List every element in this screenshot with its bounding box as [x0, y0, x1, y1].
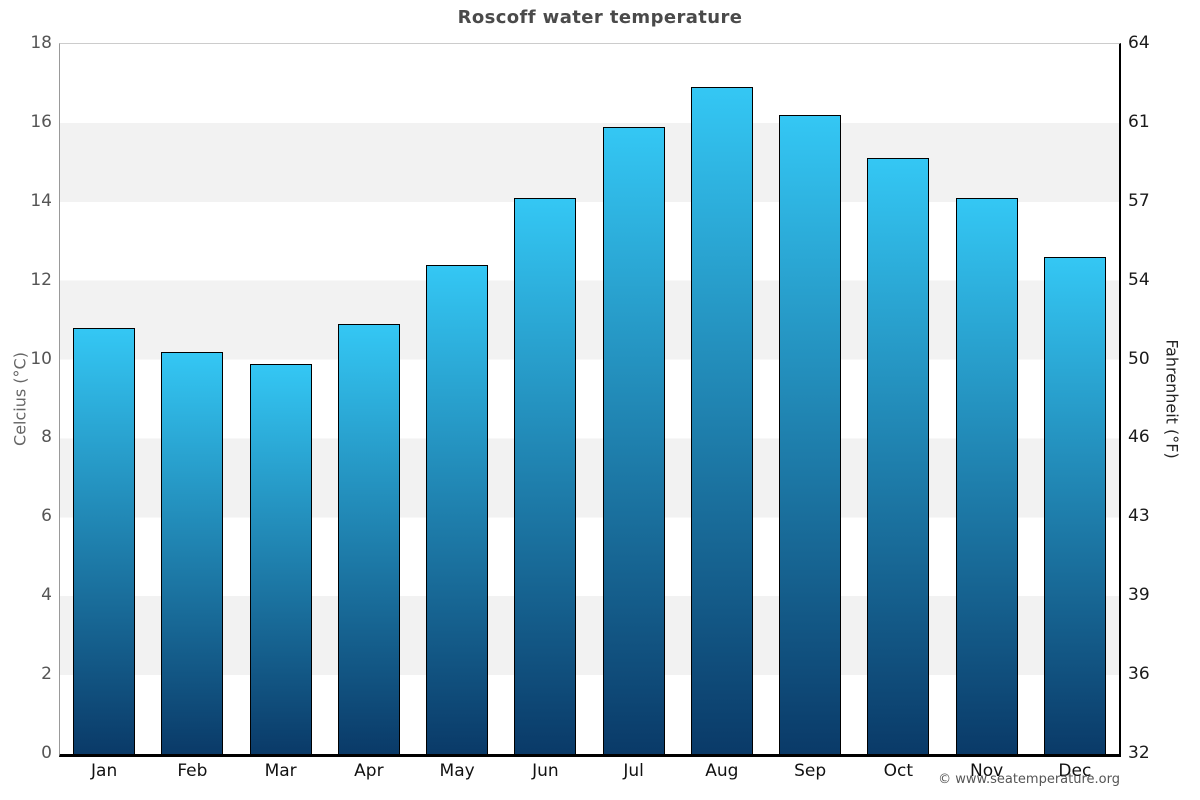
x-tick-label-aug: Aug [705, 761, 739, 781]
fahrenheit-tick-label: 57 [1128, 190, 1150, 211]
celsius-tick-label: 12 [30, 269, 52, 290]
x-tick-label-apr: Apr [354, 761, 384, 781]
fahrenheit-tick-label: 32 [1128, 743, 1150, 763]
celsius-tick-label: 8 [41, 427, 52, 448]
fahrenheit-tick-label: 50 [1128, 348, 1150, 369]
plot-area [59, 43, 1121, 757]
fahrenheit-tick-label: 54 [1128, 269, 1150, 290]
celsius-tick-label: 10 [30, 348, 52, 369]
celsius-tick-label: 4 [41, 585, 52, 606]
x-tick-label-mar: Mar [264, 761, 297, 781]
bar-feb [161, 351, 224, 754]
celsius-tick-label: 0 [41, 743, 52, 763]
copyright-watermark: © www.seatemperature.org [938, 772, 1120, 787]
x-tick-label-feb: Feb [177, 761, 208, 781]
bar-dec [1043, 257, 1106, 754]
x-tick-label-jul: Jul [623, 761, 644, 781]
bar-aug [690, 87, 753, 754]
celsius-tick-label: 2 [41, 664, 52, 685]
bars [60, 44, 1119, 754]
fahrenheit-tick-label: 43 [1128, 506, 1150, 527]
fahrenheit-tick-label: 36 [1128, 664, 1150, 685]
celsius-tick-label: 6 [41, 506, 52, 527]
bar-oct [867, 158, 930, 754]
x-tick-label-oct: Oct [883, 761, 914, 781]
fahrenheit-axis-title: Fahrenheit (°F) [1162, 339, 1182, 459]
celsius-tick-label: 16 [30, 111, 52, 132]
x-tick-label-sep: Sep [794, 761, 827, 781]
x-tick-label-jun: Jun [532, 761, 559, 781]
bar-sep [779, 115, 842, 754]
x-tick-label-dec: Dec [1058, 761, 1092, 781]
x-tick-label-nov: Nov [970, 761, 1004, 781]
fahrenheit-tick-label: 46 [1128, 427, 1150, 448]
bar-nov [955, 197, 1018, 754]
bar-jan [73, 328, 136, 754]
month-axis: Jan Feb Mar Apr May Jun Jul Aug Sep Oct Nov Dec [60, 761, 1119, 781]
x-tick-label-jan: Jan [91, 761, 118, 781]
celsius-axis-title: Celcius (°C) [10, 352, 30, 446]
bar-mar [249, 363, 312, 754]
bar-jul [602, 126, 665, 754]
celsius-tick-label: 18 [30, 33, 52, 53]
chart-title: Roscoff water temperature [457, 7, 743, 28]
bar-may [426, 264, 489, 754]
fahrenheit-tick-label: 39 [1128, 585, 1150, 606]
celsius-tick-label: 14 [30, 190, 52, 211]
bar-apr [337, 324, 400, 754]
bar-jun [514, 197, 577, 754]
x-tick-label-may: May [439, 761, 475, 781]
fahrenheit-tick-label: 64 [1128, 33, 1150, 53]
fahrenheit-tick-label: 61 [1128, 111, 1150, 132]
